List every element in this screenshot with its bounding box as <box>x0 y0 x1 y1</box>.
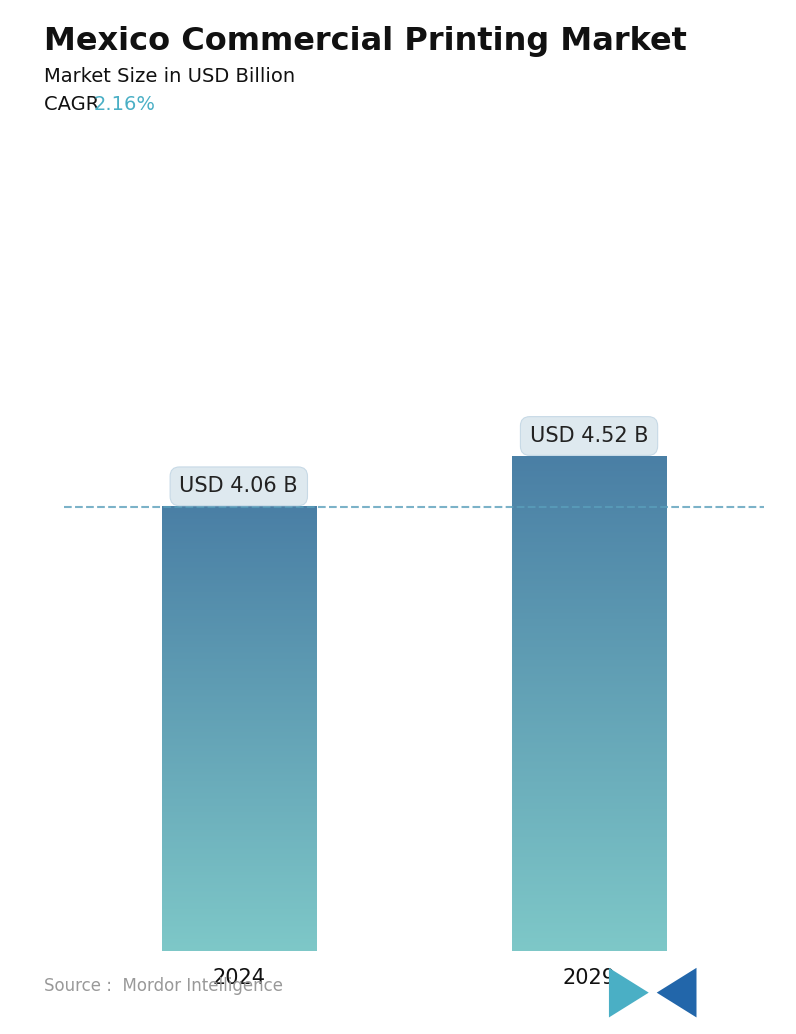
Polygon shape <box>609 968 649 1017</box>
Text: Mexico Commercial Printing Market: Mexico Commercial Printing Market <box>44 26 687 57</box>
Text: USD 4.06 B: USD 4.06 B <box>179 477 298 496</box>
Text: USD 4.52 B: USD 4.52 B <box>530 426 648 446</box>
Text: Source :  Mordor Intelligence: Source : Mordor Intelligence <box>44 977 283 995</box>
Text: CAGR: CAGR <box>44 95 105 114</box>
Polygon shape <box>657 968 696 1017</box>
Text: 2.16%: 2.16% <box>93 95 155 114</box>
Text: Market Size in USD Billion: Market Size in USD Billion <box>44 67 295 86</box>
